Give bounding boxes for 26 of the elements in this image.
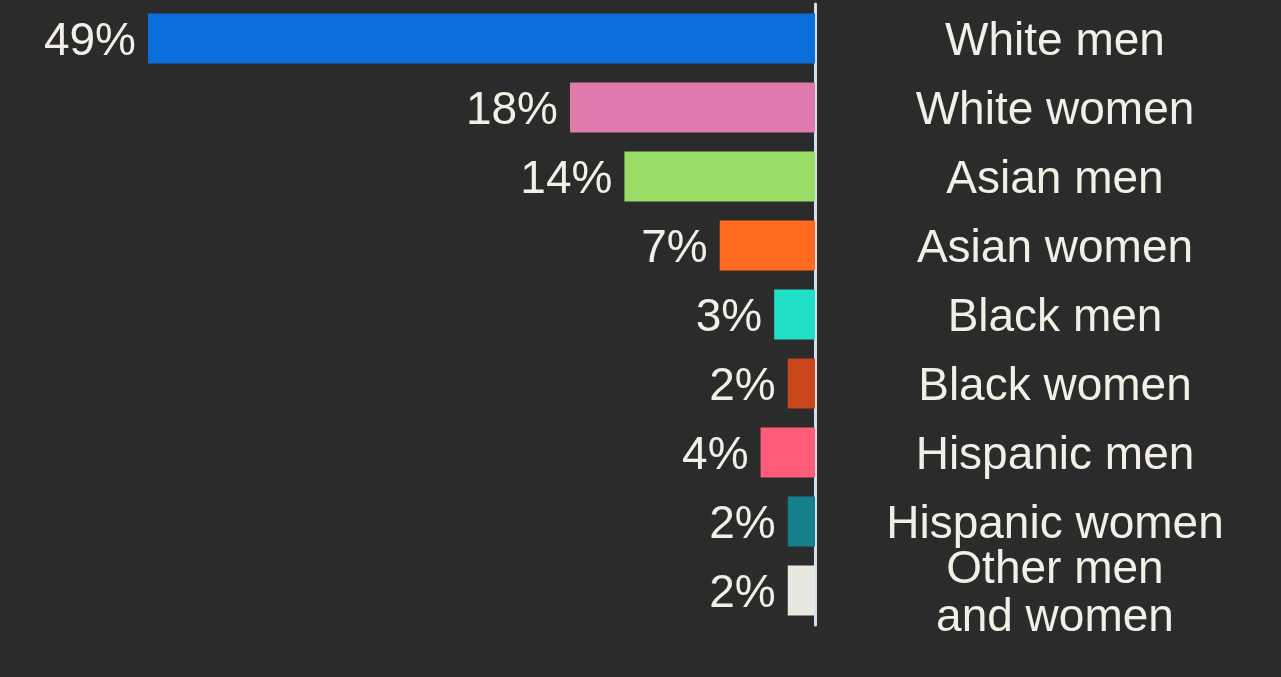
data-label: 49%: [43, 12, 136, 65]
y-tick-label: Hispanic women: [886, 495, 1224, 548]
bar: [148, 13, 815, 64]
data-label: 4%: [682, 426, 749, 479]
bar: [719, 220, 815, 271]
y-tick-label: Hispanic men: [915, 426, 1195, 479]
data-label: 18%: [465, 81, 558, 134]
bar: [787, 358, 815, 409]
y-tick-label: Asian women: [916, 219, 1194, 272]
data-label: 2%: [709, 495, 776, 548]
data-label: 7%: [641, 219, 708, 272]
bar: [787, 496, 815, 547]
y-tick-label: White men: [945, 12, 1165, 65]
y-tick-label: Asian men: [946, 150, 1164, 203]
y-tick-label: Black men: [947, 288, 1163, 341]
data-label: 2%: [709, 357, 776, 410]
data-label: 3%: [695, 288, 763, 341]
bar: [624, 151, 815, 202]
data-label: 14%: [520, 150, 613, 203]
y-tick-label: Black women: [918, 357, 1192, 410]
bar: [774, 289, 815, 340]
data-label: 2%: [709, 564, 776, 617]
bar: [569, 82, 815, 133]
bar: [760, 427, 815, 478]
bar: [787, 565, 815, 616]
y-tick-label: White women: [915, 81, 1195, 134]
